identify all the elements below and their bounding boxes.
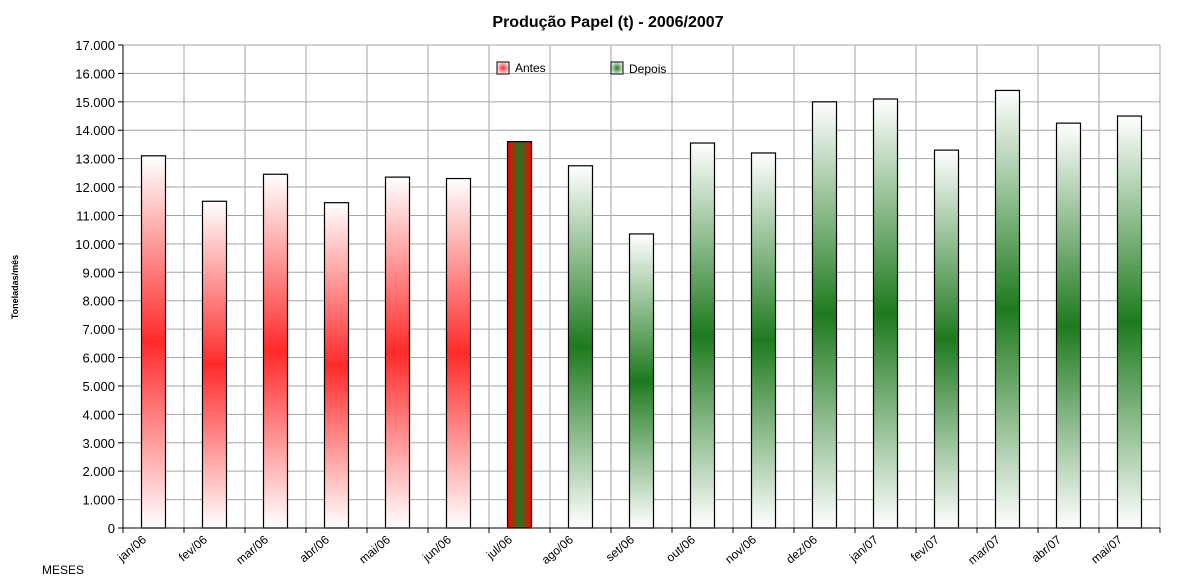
bar-depois	[811, 101, 838, 529]
bar-depois	[1116, 115, 1143, 529]
y-tick-label: 1.000	[82, 493, 115, 508]
x-tick-label: ago/06	[539, 532, 576, 567]
x-tick-label: abr/06	[297, 532, 332, 565]
x-tick-label: jun/06	[419, 532, 454, 565]
grid	[123, 44, 1161, 528]
y-tick-label: 9.000	[82, 265, 115, 280]
y-tick-label: 3.000	[82, 436, 115, 451]
y-axis-label: Toneladas/mês	[10, 255, 20, 319]
bar-depois	[689, 142, 716, 529]
x-tick-label: set/06	[603, 532, 637, 564]
bar-transition	[506, 141, 533, 529]
legend-label-depois: Depois	[629, 62, 666, 76]
y-tick-label: 12.000	[75, 180, 115, 195]
y-tick-label: 10.000	[75, 237, 115, 252]
x-axis-ticks: jan/06 fev/06 mar/06 abr/06 mai/06 jun/06 jul/…	[114, 528, 1161, 567]
x-tick-label: nov/06	[722, 532, 759, 566]
y-axis-ticks: 0 1.000 2.000 3.000 4.000 5.000 6.000 7.000 8.00…	[75, 38, 123, 536]
bars	[140, 89, 1143, 529]
bar-depois	[628, 233, 655, 529]
x-tick-label: dez/06	[783, 532, 820, 566]
x-tick-label: mar/06	[233, 532, 271, 567]
bar-antes	[201, 200, 228, 529]
y-tick-label: 14.000	[75, 123, 115, 138]
bar-antes	[140, 155, 167, 529]
x-tick-label: mai/07	[1088, 532, 1125, 566]
bar-antes	[262, 173, 289, 529]
y-tick-label: 7.000	[82, 322, 115, 337]
x-tick-label: mai/06	[356, 532, 393, 566]
bar-depois	[994, 89, 1021, 529]
x-tick-label: mar/07	[965, 532, 1003, 567]
bar-antes	[445, 177, 472, 529]
chart-title: Produção Papel (t) - 2006/2007	[492, 14, 723, 31]
bar-depois	[872, 98, 899, 529]
bar-depois	[567, 165, 594, 529]
x-axis-label: MESES	[42, 563, 84, 575]
x-tick-label: abr/07	[1029, 532, 1064, 565]
y-tick-label: 17.000	[75, 38, 115, 53]
y-tick-label: 0	[108, 521, 115, 536]
y-tick-label: 8.000	[82, 294, 115, 309]
legend-label-antes: Antes	[515, 61, 546, 75]
x-tick-label: fev/07	[908, 532, 942, 564]
x-tick-label: out/06	[663, 532, 698, 564]
legend: Antes Depois	[496, 61, 666, 76]
bar-antes	[384, 176, 411, 529]
x-tick-label: jul/06	[483, 532, 515, 562]
legend-swatch-antes	[496, 61, 510, 75]
y-tick-label: 5.000	[82, 379, 115, 394]
y-tick-label: 16.000	[75, 66, 115, 81]
x-tick-label: jan/07	[846, 532, 881, 565]
y-tick-label: 13.000	[75, 152, 115, 167]
bar-antes	[323, 202, 350, 529]
y-tick-label: 11.000	[76, 208, 115, 223]
y-tick-label: 4.000	[82, 407, 115, 422]
x-tick-label: fev/06	[176, 532, 210, 564]
bar-depois	[1055, 122, 1082, 529]
legend-swatch-depois	[610, 61, 624, 75]
bar-depois	[750, 152, 777, 529]
y-tick-label: 6.000	[82, 351, 115, 366]
y-tick-label: 2.000	[82, 464, 115, 479]
bar-depois	[933, 149, 960, 529]
x-tick-label: jan/06	[114, 532, 149, 565]
y-tick-label: 15.000	[75, 95, 115, 110]
